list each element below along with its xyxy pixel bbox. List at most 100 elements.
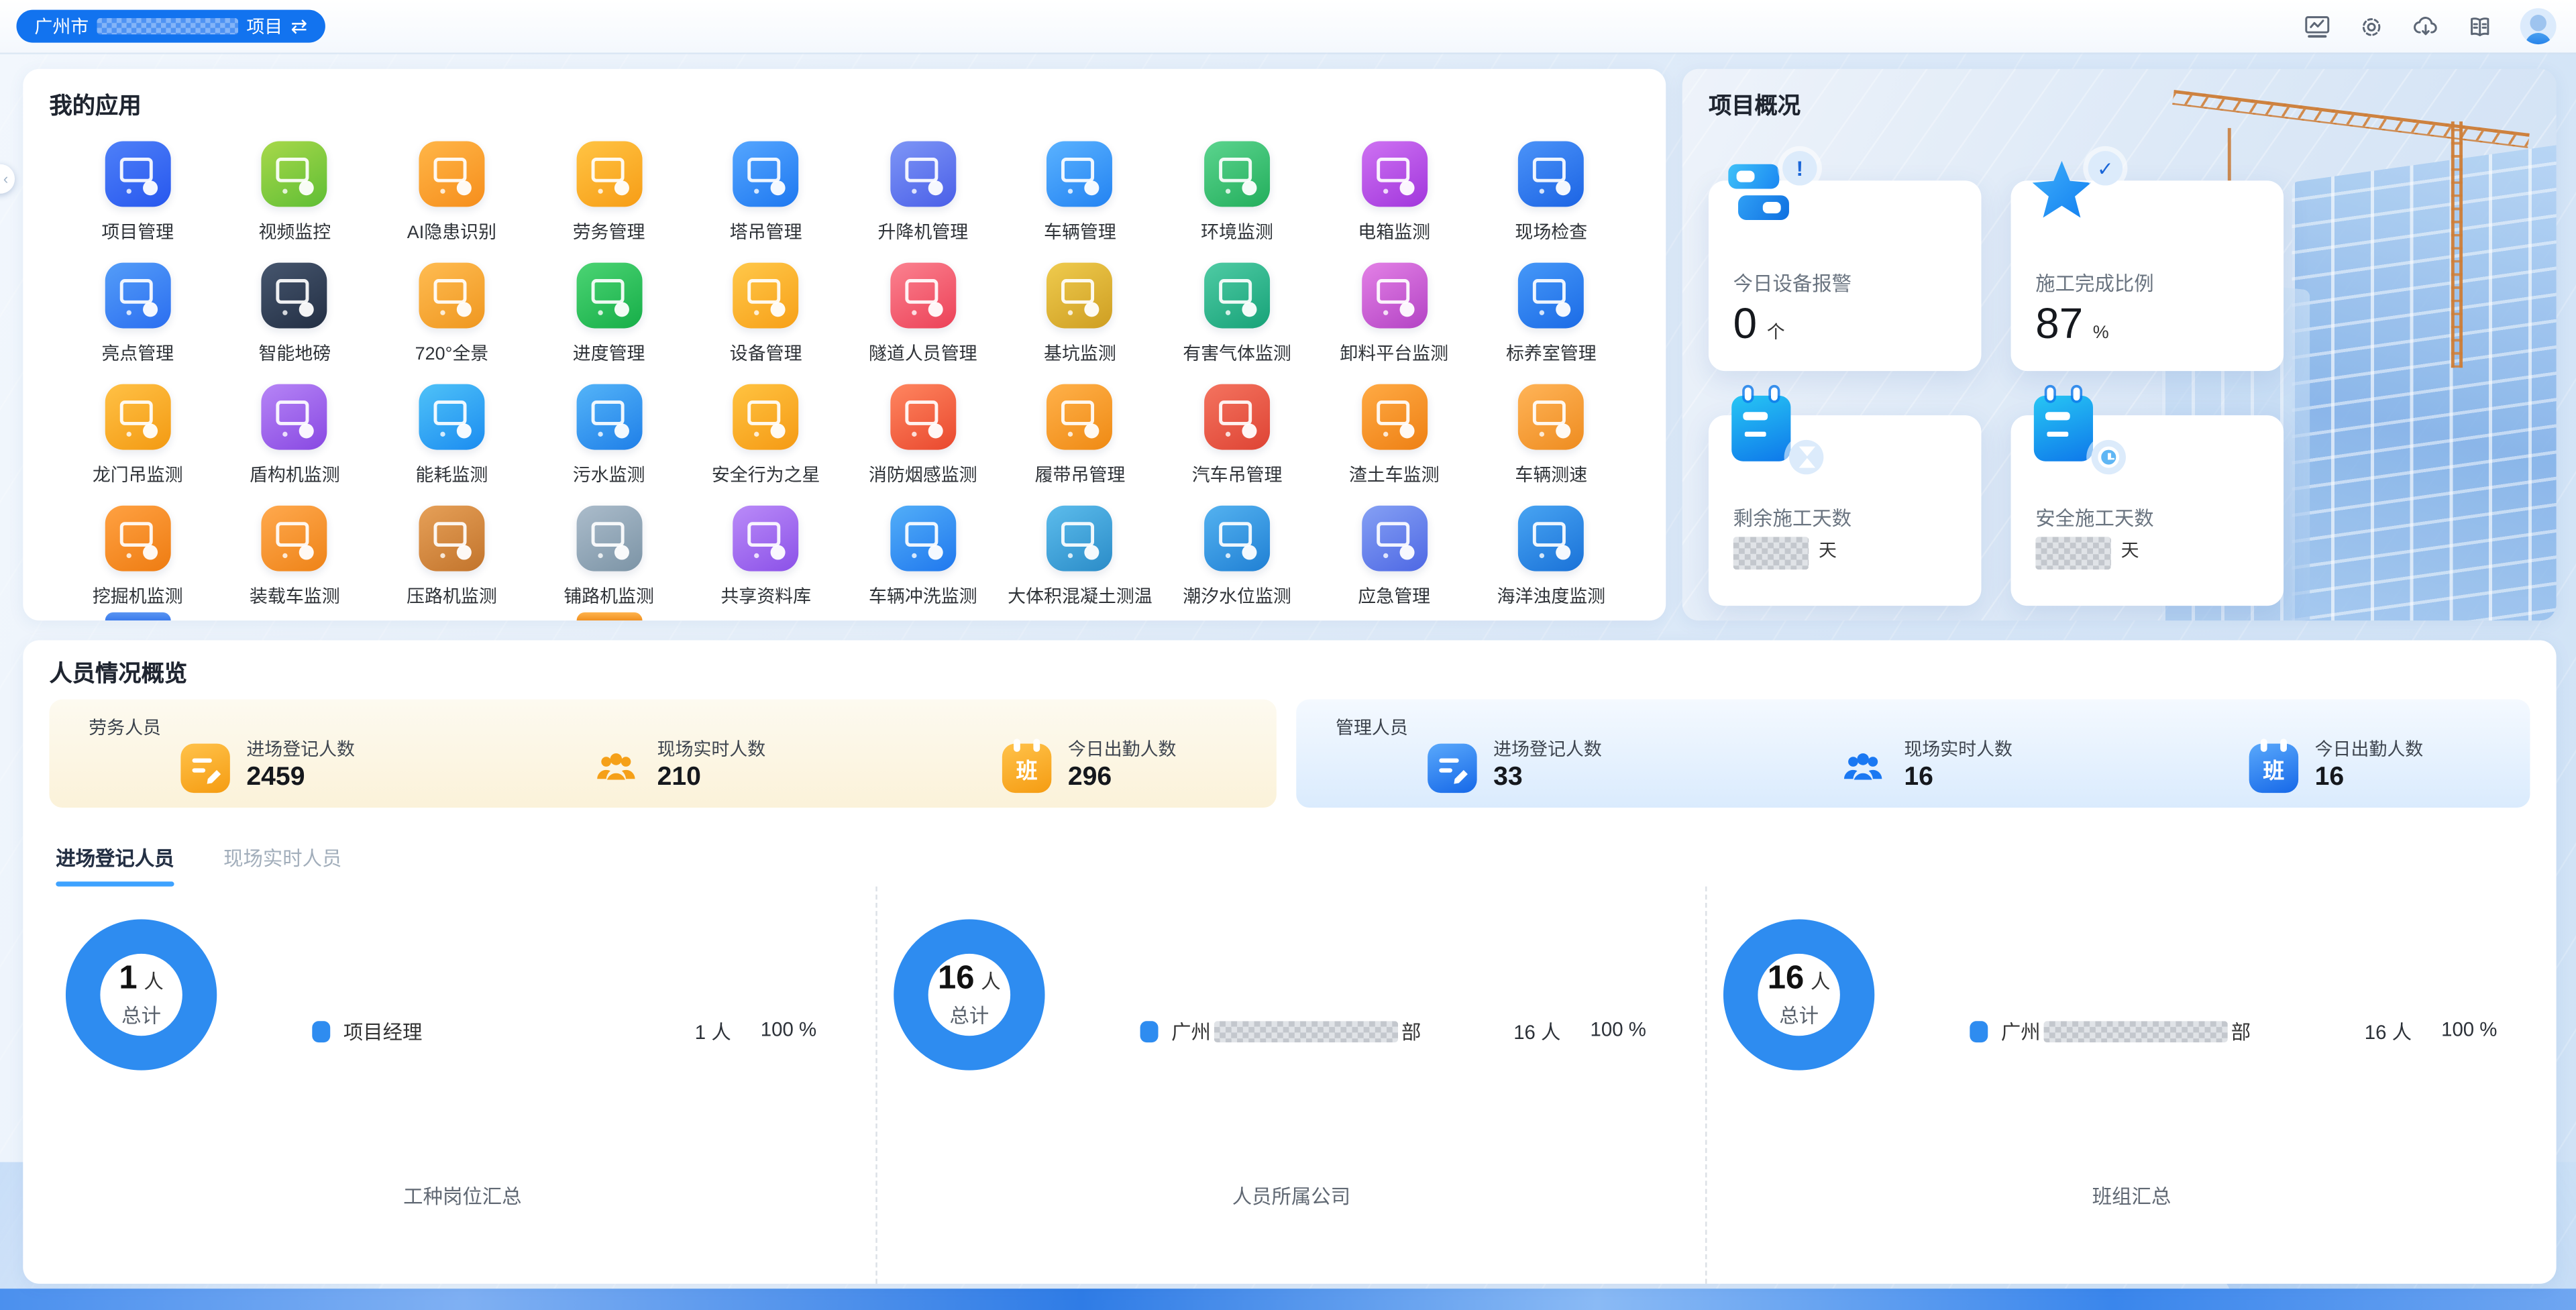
app-item[interactable]: 卸料平台监测 (1316, 256, 1472, 378)
card-label: 剩余施工天数 (1733, 507, 1852, 531)
app-item[interactable]: 污水监测 (531, 378, 688, 499)
carousel-left-arrow-icon[interactable]: ‹ (0, 164, 15, 194)
app-item[interactable]: 潮汐水位监测 (1159, 499, 1316, 620)
personnel-tabs: 进场登记人员 现场实时人员 (56, 844, 341, 887)
app-label: 应急管理 (1358, 588, 1431, 608)
app-label: AI隐患识别 (407, 223, 497, 243)
app-label: 标养室管理 (1505, 344, 1597, 365)
tab-realtime-personnel[interactable]: 现场实时人员 (223, 847, 342, 871)
app-item[interactable]: 压路机监测 (373, 499, 530, 620)
app-item[interactable]: 能耗监测 (373, 378, 530, 499)
app-item[interactable]: 应急管理 (1316, 499, 1472, 620)
device-alarm-icon: ! (1728, 151, 1817, 236)
app-item[interactable]: 视频监控 (216, 135, 373, 256)
app-item[interactable]: 标养室管理 (1472, 256, 1629, 378)
app-item[interactable]: 亮点管理 (59, 256, 216, 378)
app-item[interactable]: 智能地磅 (216, 256, 373, 378)
app-item[interactable]: 项目管理 (59, 135, 216, 256)
card-label: 今日设备报警 (1733, 272, 1852, 296)
user-avatar[interactable] (2520, 8, 2557, 45)
chart-caption: 班组汇总 (2092, 1185, 2171, 1209)
app-item[interactable]: 隧道人员管理 (845, 256, 1002, 378)
app-item[interactable]: 铺路机监测 (531, 499, 688, 620)
tab-register-personnel[interactable]: 进场登记人员 (56, 844, 174, 887)
app-item[interactable]: 海洋浊度监测 (1472, 499, 1629, 620)
card-unit: 个 (1766, 323, 1785, 343)
app-item[interactable]: 共享资料库 (688, 499, 845, 620)
group-name: 劳务人员 (89, 718, 162, 739)
app-item[interactable]: 塔吊管理 (688, 135, 845, 256)
legend-percent: 100 % (760, 1018, 817, 1041)
app-label: 潮汐水位监测 (1183, 588, 1291, 608)
app-item[interactable]: 电箱监测 (1316, 135, 1472, 256)
app-label: 装载车监测 (249, 588, 340, 608)
app-item[interactable]: 履带吊管理 (1002, 378, 1159, 499)
app-item[interactable]: 设备管理 (688, 256, 845, 378)
alarm-badge-icon: ! (1782, 151, 1817, 186)
handbook-icon[interactable] (2466, 12, 2494, 40)
app-item[interactable]: 车辆测速 (1472, 378, 1629, 499)
shared-library-icon (733, 505, 799, 571)
app-label: 有害气体监测 (1183, 344, 1291, 365)
app-item[interactable]: 720°全景 (373, 256, 530, 378)
project-switcher-pill[interactable]: 广州市 项目 ⇄ (16, 9, 326, 43)
app-label: 能耗监测 (415, 466, 488, 486)
monitor-dashboard-icon[interactable] (2303, 12, 2331, 40)
stat-value: 33 (1493, 763, 1523, 792)
stat-label: 进场登记人数 (246, 740, 355, 761)
top-bar: 广州市 项目 ⇄ (0, 0, 2576, 53)
app-item[interactable]: 龙门吊监测 (59, 378, 216, 499)
truck-crane-icon (1204, 384, 1271, 450)
app-label: 挖掘机监测 (92, 588, 183, 608)
app-item[interactable]: 挖掘机监测 (59, 499, 216, 620)
donut-chart: 1 人总计 (65, 919, 217, 1071)
app-item[interactable]: 进度管理 (531, 256, 688, 378)
app-label: 进度管理 (572, 344, 645, 365)
redacted-company-name (1214, 1021, 1399, 1043)
app-label: 车辆管理 (1044, 223, 1116, 243)
card-unit: 天 (1819, 541, 1837, 562)
switch-project-icon[interactable]: ⇄ (290, 15, 308, 38)
app-label: 车辆冲洗监测 (868, 588, 977, 608)
app-item[interactable]: 渣土车监测 (1316, 378, 1472, 499)
app-label: 项目管理 (101, 223, 174, 243)
legend-row: 广州部 16 人 100 % (1140, 1018, 1646, 1046)
app-item[interactable]: 消防烟感监测 (845, 378, 1002, 499)
app-item[interactable]: 基坑监测 (1002, 256, 1159, 378)
app-item[interactable]: 升降机管理 (845, 135, 1002, 256)
app-item[interactable]: 安全行为之星 (688, 378, 845, 499)
app-item[interactable]: 装载车监测 (216, 499, 373, 620)
app-item[interactable]: 车辆冲洗监测 (845, 499, 1002, 620)
app-item[interactable]: 环境监测 (1159, 135, 1316, 256)
app-item[interactable]: AI隐患识别 (373, 135, 530, 256)
donut-chart: 16 人总计 (1723, 919, 1875, 1071)
chart-caption: 工种岗位汇总 (403, 1185, 522, 1209)
completion-star-icon: ✓ (2031, 151, 2123, 236)
app-item[interactable]: 汽车吊管理 (1159, 378, 1316, 499)
loader-truck-icon (262, 505, 328, 571)
legend-percent: 100 % (2441, 1018, 2498, 1041)
app-label: 铺路机监测 (564, 588, 654, 608)
app-label: 塔吊管理 (729, 223, 802, 243)
settings-gear-icon[interactable] (2357, 12, 2385, 40)
clock-badge-icon (2091, 439, 2126, 475)
redacted-value (2035, 537, 2111, 570)
cloud-download-icon[interactable] (2412, 12, 2440, 40)
apps-grid: 项目管理 视频监控 AI隐患识别 劳务管理 塔吊管理 升降机管理 车辆管理 环境… (59, 135, 1629, 620)
app-item[interactable]: 大体积混凝土测温 (1002, 499, 1159, 620)
app-item[interactable]: 车辆管理 (1002, 135, 1159, 256)
app-item[interactable]: 劳务管理 (531, 135, 688, 256)
road-roller-icon (419, 505, 485, 571)
app-item[interactable]: 有害气体监测 (1159, 256, 1316, 378)
app-item[interactable]: 现场检查 (1472, 135, 1629, 256)
excavator-monitoring-icon (105, 505, 171, 571)
stat-label: 今日出勤人数 (1067, 740, 1177, 761)
site-inspection-icon (1518, 141, 1585, 207)
legend-count: 16 人 (1513, 1021, 1561, 1044)
app-item[interactable]: 盾构机监测 (216, 378, 373, 499)
unloading-platform-icon (1361, 262, 1428, 329)
redacted-value (1733, 537, 1809, 570)
app-label: 电箱监测 (1358, 223, 1431, 243)
